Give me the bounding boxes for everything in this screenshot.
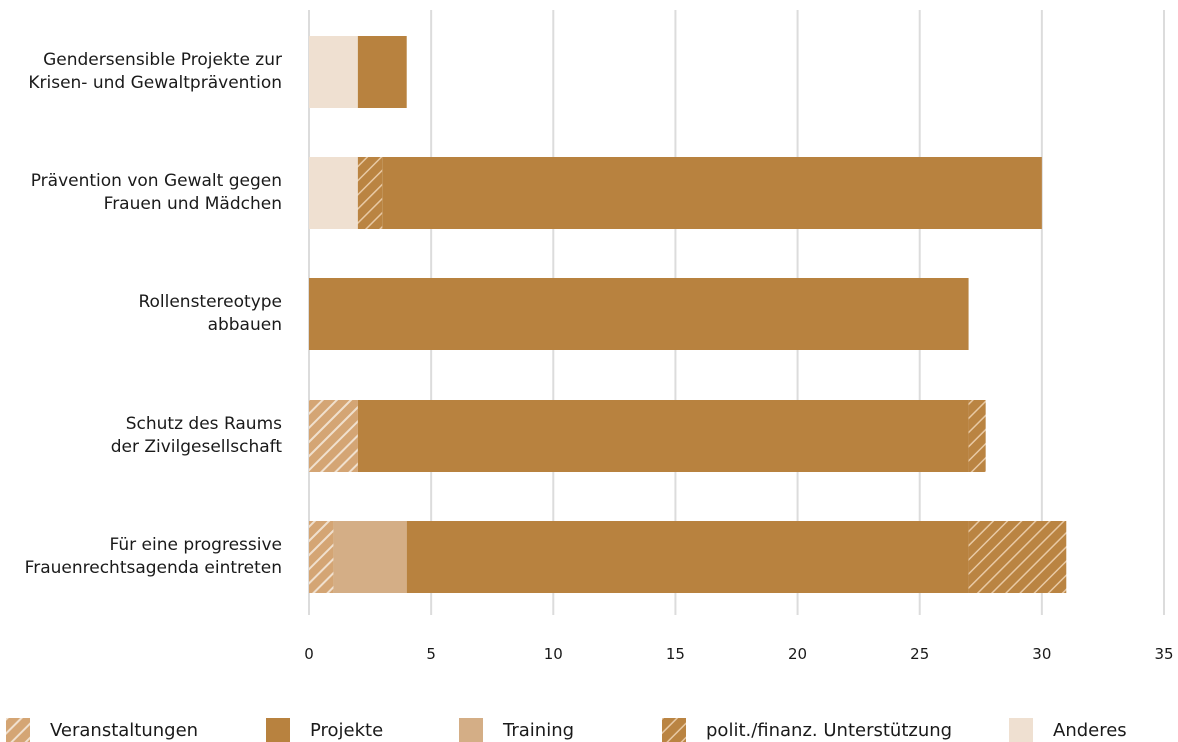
x-tick-label: 30 [1032,645,1051,663]
category-label-line: Schutz des Raums [125,414,282,434]
bar-segment [309,157,358,229]
legend-item: Training [459,718,574,742]
legend: Veranstaltungen Projekte Training polit./fi… [0,718,1178,742]
category-label-line: Für eine progressive [109,535,282,555]
category-label-line: Frauen und Mädchen [103,194,282,214]
bar-segment [309,278,969,350]
legend-label: Projekte [310,719,384,741]
legend-swatch [6,718,30,742]
bar-segment [406,521,969,593]
category-label-line: abbauen [207,315,282,335]
category-label-line: Rollenstereotype [138,292,282,312]
x-tick-label: 25 [910,645,929,663]
legend-label: Veranstaltungen [50,719,199,741]
legend-swatch [459,718,483,742]
x-tick-label: 35 [1154,645,1173,663]
legend-swatch [266,718,290,742]
legend-item: Projekte [266,718,383,742]
x-tick-label: 15 [666,645,685,663]
category-label-line: der Zivilgesellschaft [110,437,282,457]
category-label: Gendersensible Projekte zur Krisen- und G… [0,49,282,95]
bar-segment [309,36,358,108]
legend-swatch [662,718,686,742]
legend-label: Anderes [1053,719,1127,741]
x-tick-label: 0 [304,645,314,663]
legend-swatch [1009,718,1033,742]
bar-segment [309,521,334,593]
x-tick-label: 5 [426,645,436,663]
category-label-line: Prävention von Gewalt gegen [30,171,282,191]
category-label: Prävention von Gewalt gegen Frauen und Mä… [0,170,282,216]
category-label-line: Frauenrechtsagenda eintreten [24,558,282,578]
bar-segment [357,36,407,108]
x-tick-label: 10 [544,645,563,663]
x-tick-label: 20 [788,645,807,663]
category-label-line: Krisen- und Gewaltprävention [28,73,282,93]
bar-segment [357,157,383,229]
bar-segment [968,521,1067,593]
bar-segment [968,400,986,472]
bar-segment [333,521,407,593]
category-label: Rollenstereotype abbauen [0,291,282,337]
legend-label: polit./finanz. Unterstützung [706,719,953,741]
bars [309,36,1067,593]
legend-item: Anderes [1009,718,1127,742]
category-label-line: Gendersensible Projekte zur [43,50,282,70]
category-label: Für eine progressive Frauenrechtsagenda e… [0,534,282,580]
legend-item: Veranstaltungen [6,718,198,742]
legend-label: Training [503,719,575,741]
category-label: Schutz des Raums der Zivilgesellschaft [0,413,282,459]
bar-segment [309,400,358,472]
bar-segment [382,157,1042,229]
x-axis-ticks: 0 5 10 15 20 25 30 35 [304,645,1173,663]
legend-item: polit./finanz. Unterstützung [662,718,952,742]
bar-segment [357,400,969,472]
